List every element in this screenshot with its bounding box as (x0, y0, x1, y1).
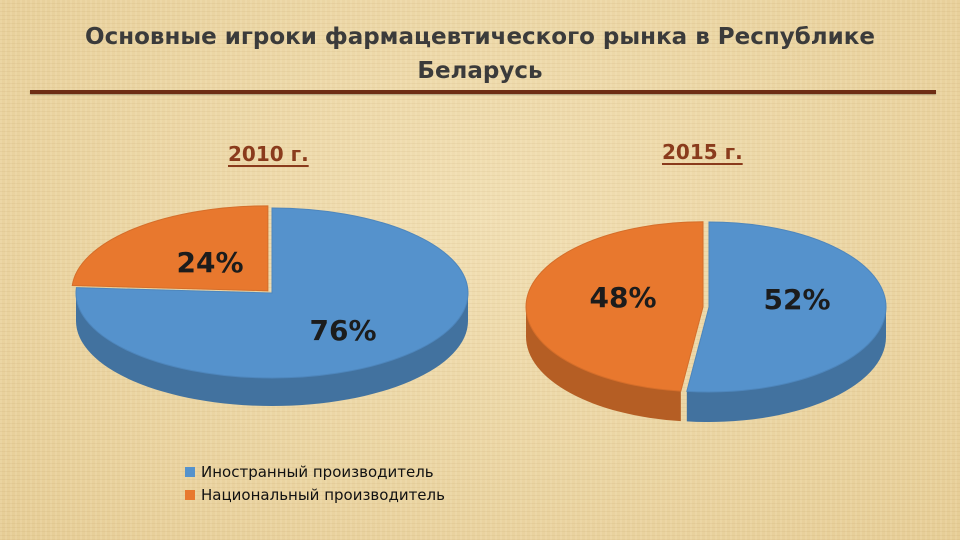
slice-foreign (75, 207, 469, 379)
slice-side-national-0 (526, 306, 681, 422)
legend-item-foreign: Иностранный производитель (185, 460, 445, 483)
pie-chart-2015 (525, 221, 887, 422)
page-title: Основные игроки фармацевтического рынка … (85, 24, 875, 84)
legend-swatch-foreign (185, 466, 195, 477)
slice-national (71, 205, 269, 292)
slice-national (525, 221, 704, 392)
legend-item-national: Национальный производитель (185, 483, 445, 506)
chart-title-2015: 2015 г. (662, 140, 743, 164)
label-foreign-2010: 76% (309, 314, 376, 347)
slice-side-foreign-0 (686, 307, 886, 422)
label-foreign-2015: 52% (763, 283, 830, 316)
label-national-2010: 24% (176, 246, 243, 279)
legend-swatch-national (185, 489, 195, 500)
slice-side-foreign-0 (76, 293, 468, 406)
legend-label-foreign: Иностранный производитель (201, 462, 434, 481)
legend-label-national: Национальный производитель (201, 485, 445, 504)
legend: Иностранный производитель Национальный п… (185, 460, 445, 506)
pie-chart-2010 (71, 205, 469, 406)
chart-title-2010: 2010 г. (228, 142, 309, 166)
label-national-2015: 48% (589, 281, 656, 314)
title-divider (30, 90, 936, 94)
slice-foreign (686, 221, 887, 393)
